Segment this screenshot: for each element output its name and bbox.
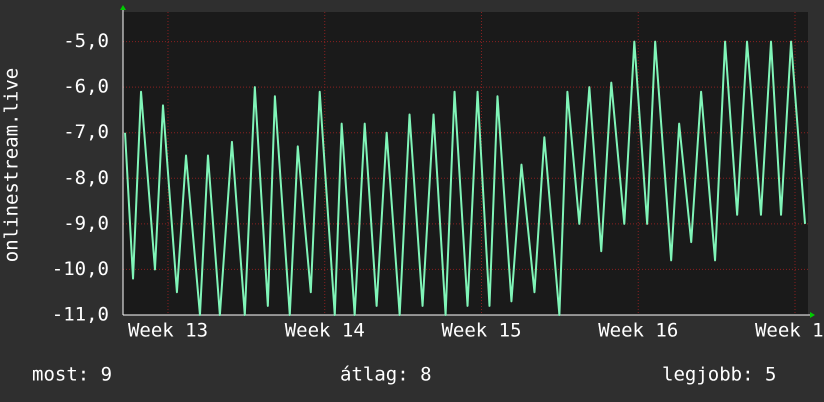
footer-stat: átlag: 8 — [340, 364, 432, 386]
footer-stat: most: 9 — [32, 364, 112, 386]
x-axis-arrow — [810, 312, 815, 318]
y-tick-label: -5,0 — [63, 30, 109, 52]
y-tick-label: -7,0 — [63, 121, 109, 143]
x-tick-label: Week 16 — [598, 320, 678, 342]
x-tick-label: Week 17 — [755, 320, 824, 342]
footer-stat: legjobb: 5 — [662, 364, 776, 386]
y-tick-label: -8,0 — [63, 167, 109, 189]
y-tick-label: -10,0 — [52, 258, 109, 280]
x-tick-label: Week 14 — [285, 320, 365, 342]
y-tick-label: -11,0 — [52, 304, 109, 326]
x-tick-label: Week 15 — [441, 320, 521, 342]
x-tick-label: Week 13 — [128, 320, 208, 342]
y-tick-label: -9,0 — [63, 212, 109, 234]
y-axis-arrow — [120, 5, 126, 10]
y-tick-label: -6,0 — [63, 76, 109, 98]
data-line — [124, 40, 807, 316]
y-axis-label: onlinestream.live — [1, 68, 23, 262]
